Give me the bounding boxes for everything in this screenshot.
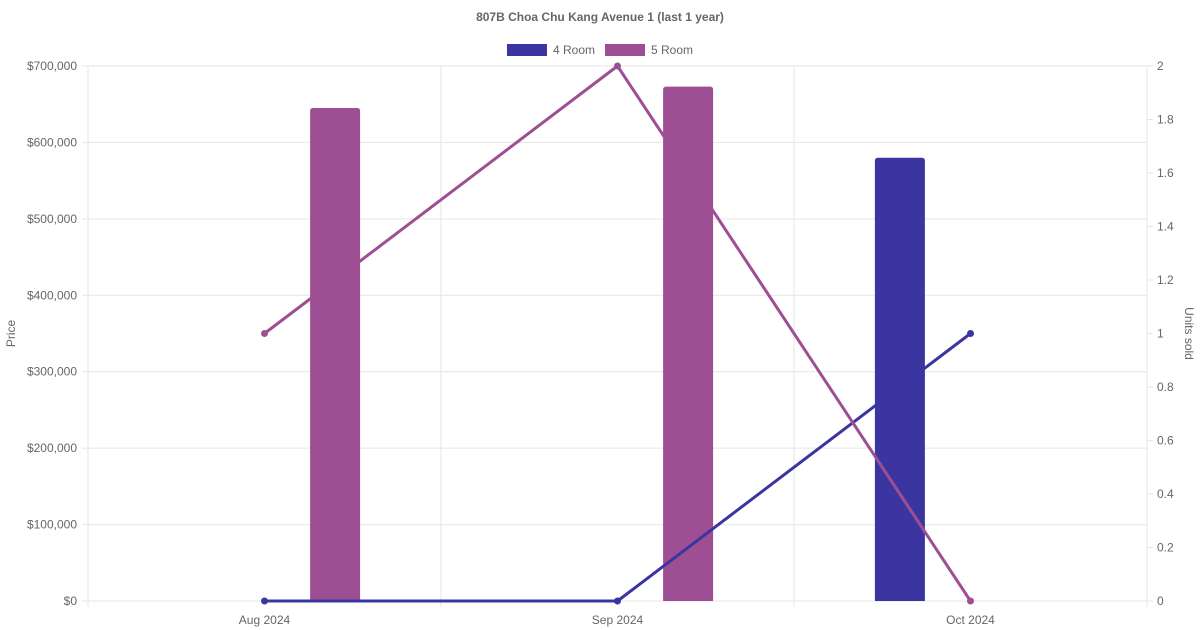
y-right-tick-label: 2 — [1157, 59, 1164, 73]
y-left-tick-label: $500,000 — [27, 212, 77, 226]
units-sold-point[interactable] — [614, 597, 621, 605]
units-sold-line — [263, 64, 972, 602]
y-right-tick-label: 0 — [1157, 594, 1164, 608]
chart-title: 807B Choa Chu Kang Avenue 1 (last 1 year… — [476, 10, 724, 24]
units-sold-point[interactable] — [261, 330, 268, 337]
y-right-tick-label: 0.6 — [1157, 434, 1174, 448]
y-left-tick-label: $700,000 — [27, 59, 77, 73]
y-left-tick-label: $100,000 — [27, 518, 77, 532]
legend-label[interactable]: 5 Room — [651, 43, 693, 57]
y-right-tick-label: 0.4 — [1157, 487, 1174, 501]
price-bar[interactable] — [310, 108, 361, 602]
y-right-tick-label: 1.4 — [1157, 220, 1174, 234]
y-left-tick-label: $200,000 — [27, 441, 77, 455]
y-right-tick-label: 0.8 — [1157, 380, 1174, 394]
legend-label[interactable]: 4 Room — [553, 43, 595, 57]
y-left-axis-title: Price — [4, 320, 18, 348]
y-right-tick-label: 0.2 — [1157, 541, 1174, 555]
units-sold-point[interactable] — [967, 330, 974, 337]
y-right-tick-label: 1 — [1157, 327, 1164, 341]
units-sold-point[interactable] — [967, 597, 974, 605]
units-sold-line — [264, 332, 972, 603]
legend-swatch[interactable] — [605, 44, 645, 56]
y-right-tick-label: 1.2 — [1157, 273, 1174, 287]
x-tick-label: Sep 2024 — [592, 613, 644, 627]
y-left-tick-label: $400,000 — [27, 288, 77, 302]
price-bar[interactable] — [663, 86, 714, 601]
y-right-axis-title: Units sold — [1182, 307, 1196, 360]
units-sold-point[interactable] — [261, 597, 268, 605]
units-sold-point[interactable] — [614, 62, 621, 70]
legend-swatch[interactable] — [506, 44, 547, 56]
y-left-tick-label: $600,000 — [27, 135, 77, 149]
x-tick-label: Aug 2024 — [239, 613, 291, 627]
y-left-tick-label: $0 — [64, 594, 78, 608]
x-tick-label: Oct 2024 — [946, 613, 995, 627]
y-right-tick-label: 1.6 — [1157, 166, 1174, 180]
price-bar[interactable] — [874, 157, 925, 601]
y-left-tick-label: $300,000 — [27, 365, 77, 379]
y-right-tick-label: 1.8 — [1157, 113, 1174, 127]
